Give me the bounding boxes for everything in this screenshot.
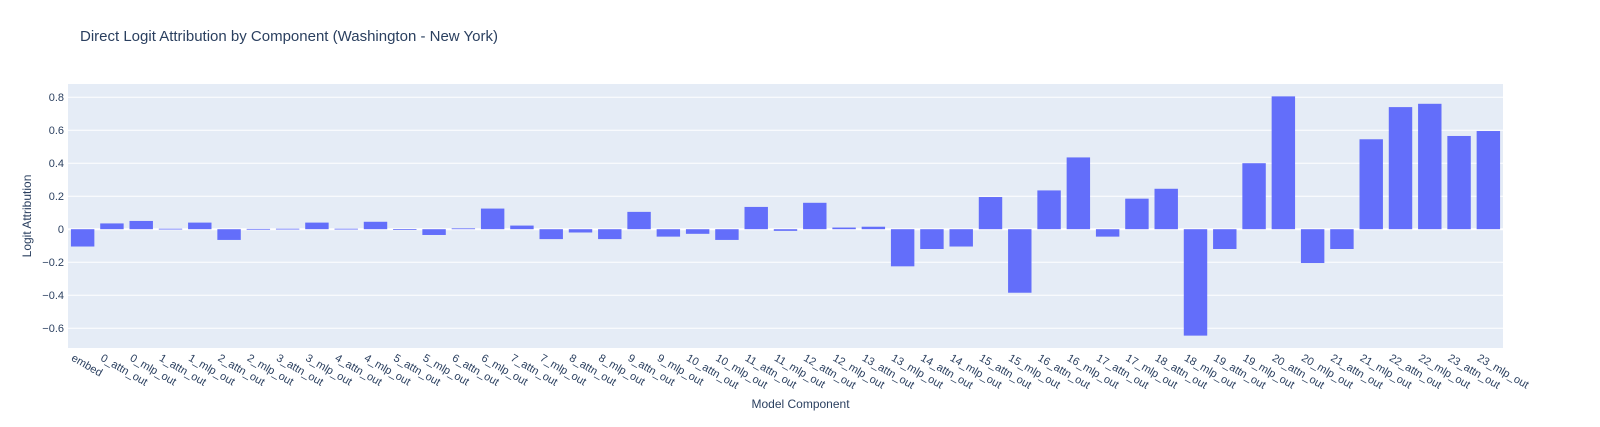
bar-6_mlp_out [480,208,505,230]
bar-19_mlp_out [1242,163,1266,230]
x-tick-labels: embed0_attn_out0_mlp_out1_attn_out1_mlp_… [69,352,1531,391]
bar-7_attn_out [510,225,534,230]
bar-23_mlp_out [1476,131,1501,230]
bar-17_mlp_out [1125,198,1149,230]
y-tick-label: 0.2 [49,191,64,203]
bar-16_mlp_out [1066,157,1091,230]
bar-16_attn_out [1037,190,1061,230]
y-tick-label: −0.2 [42,257,64,269]
bar-15_attn_out [978,197,1003,230]
bar-embed [70,229,95,247]
bar-20_attn_out [1271,96,1296,230]
bar-2_mlp_out [246,228,271,230]
bar-18_attn_out [1154,188,1178,230]
bar-10_mlp_out [715,229,739,240]
bar-13_attn_out [861,226,886,230]
bar-4_mlp_out [363,221,388,230]
bar-21_attn_out [1330,229,1354,249]
bar-1_attn_out [158,228,183,230]
bar-11_attn_out [744,206,768,230]
bar-8_mlp_out [598,229,622,240]
x-tick-label: embed [69,352,104,379]
bar-17_attn_out [1095,229,1120,237]
bar-18_mlp_out [1183,229,1208,336]
bar-5_mlp_out [422,229,446,235]
bar-3_mlp_out [305,222,329,230]
y-tick-label: −0.4 [42,290,64,302]
bar-22_mlp_out [1418,103,1442,230]
y-tick-label: 0 [58,224,64,236]
bar-12_mlp_out [832,227,856,230]
bar-3_attn_out [275,228,300,230]
bar-14_mlp_out [949,229,973,247]
bar-6_attn_out [451,228,476,230]
x-axis-title: Model Component [751,397,850,411]
bar-2_attn_out [217,229,241,240]
bar-23_attn_out [1447,135,1471,230]
bars [70,96,1501,336]
bar-5_attn_out [393,229,417,230]
bar-9_mlp_out [656,229,681,237]
bar-21_mlp_out [1359,139,1383,230]
y-tick-label: 0.4 [49,158,64,170]
chart-title: Direct Logit Attribution by Component (W… [80,28,498,45]
bar-1_mlp_out [188,222,212,230]
bar-12_attn_out [803,202,827,230]
bar-20_mlp_out [1300,229,1325,264]
bar-7_mlp_out [539,229,563,240]
bar-0_mlp_out [129,220,153,230]
y-axis-title: Logit Attribution [20,175,34,258]
y-tick-label: 0.6 [49,125,64,137]
bar-22_attn_out [1388,107,1413,230]
bar-19_attn_out [1213,229,1237,249]
y-tick-label: −0.6 [42,323,64,335]
bar-9_attn_out [627,211,651,230]
y-tick-label: 0.8 [49,92,64,104]
bar-14_attn_out [920,229,944,249]
bar-4_attn_out [334,228,358,230]
bar-8_attn_out [568,229,593,233]
bar-13_mlp_out [890,229,915,267]
bar-10_attn_out [685,229,710,234]
bar-0_attn_out [100,223,124,230]
bar-11_mlp_out [773,229,798,231]
bar-15_mlp_out [1008,229,1032,293]
y-tick-labels: −0.6 −0.4 −0.2 0 0.2 0.4 0.6 0.8 [42,92,64,335]
